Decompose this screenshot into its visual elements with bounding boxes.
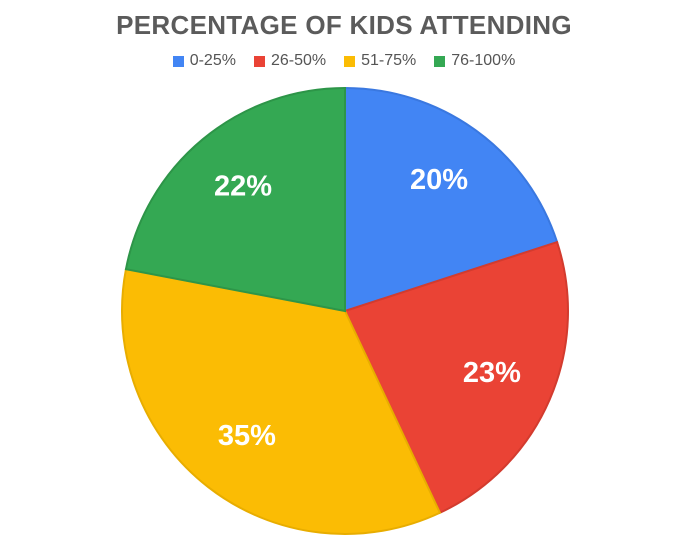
legend-label-76-100: 76-100% (451, 52, 516, 69)
legend-item-26-50: 26-50% (253, 52, 327, 70)
pie-slice-76-100 (124, 86, 346, 313)
pie-slice-0-25 (344, 86, 559, 313)
legend-swatch-76-100 (434, 55, 446, 67)
legend-item-51-75: 51-75% (344, 52, 416, 70)
legend-swatch-26-50 (253, 55, 265, 67)
slice-label-51-75: 35% (218, 420, 276, 452)
slice-label-76-100: 22% (214, 170, 272, 202)
legend-swatch-51-75 (344, 55, 356, 67)
slice-labels: 20% 23% 35% 22% (214, 164, 521, 452)
legend-item-76-100: 76-100% (434, 52, 515, 70)
chart-title: PERCENTAGE OF KIDS ATTENDING (116, 10, 572, 40)
chart-legend: 0-25% 26-50% 51-75% 76-100% (0, 52, 688, 70)
pie-slices (121, 86, 569, 535)
legend-item-0-25: 0-25% (172, 52, 236, 70)
pie-slice-51-75 (121, 268, 442, 535)
legend-label-26-50: 26-50% (270, 52, 327, 69)
slice-label-26-50: 23% (463, 357, 521, 389)
slice-label-0-25: 20% (410, 164, 468, 196)
legend-label-51-75: 51-75% (361, 52, 417, 69)
pie-slice-26-50 (343, 240, 569, 515)
legend-swatch-0-25 (172, 55, 184, 67)
legend-label-0-25: 0-25% (189, 52, 236, 69)
